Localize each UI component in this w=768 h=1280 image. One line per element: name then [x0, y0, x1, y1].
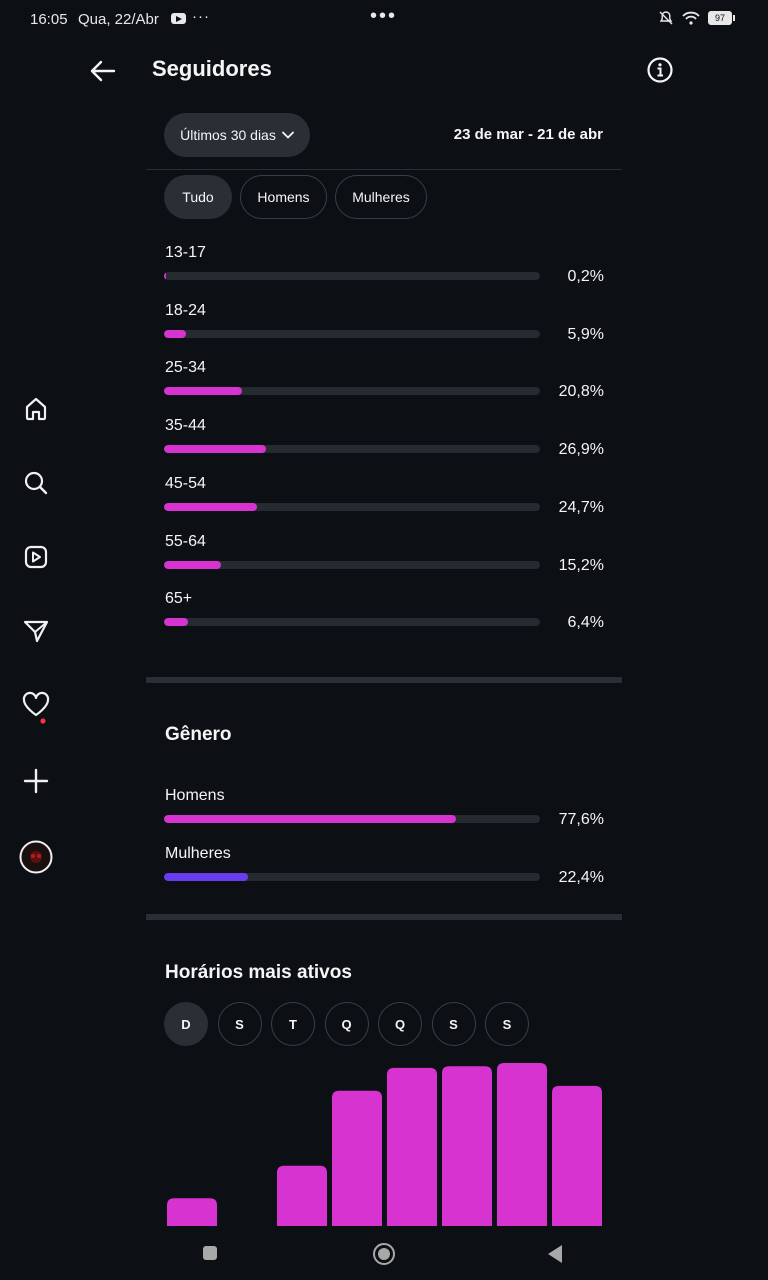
- age-range-bar-track: [164, 387, 540, 396]
- divider: [146, 169, 622, 170]
- system-navigation-bar: [0, 1228, 768, 1280]
- battery-icon: 97: [708, 11, 735, 25]
- age-range-bar-fill: [164, 387, 243, 396]
- section-divider: [146, 914, 622, 920]
- gender-bar-fill: [164, 815, 456, 823]
- tab-homens[interactable]: Homens: [240, 175, 327, 219]
- direct-messages-icon[interactable]: [18, 613, 54, 649]
- active-hours-chart: [167, 1063, 602, 1226]
- gender-bar-track: [164, 873, 540, 881]
- chevron-down-icon: [281, 131, 294, 139]
- status-date: Qua, 22/Abr: [78, 11, 159, 28]
- age-range-bar-fill: [164, 618, 189, 627]
- hour-bar: [277, 1165, 327, 1226]
- search-icon[interactable]: [18, 465, 54, 501]
- age-range-bar-track: [164, 502, 540, 511]
- hour-bar: [442, 1066, 492, 1226]
- gender-bar-fill: [164, 873, 249, 881]
- age-range-label: 55-64: [165, 532, 206, 550]
- youtube-notification-icon: [171, 13, 186, 24]
- age-range-label: 45-54: [165, 474, 206, 492]
- date-range: 23 de mar - 21 de abr: [453, 126, 603, 143]
- status-time: 16:05: [30, 11, 68, 28]
- day-pill[interactable]: T: [271, 1002, 315, 1046]
- active-hours-title: Horários mais ativos: [165, 962, 352, 983]
- hour-bar: [332, 1090, 382, 1226]
- age-range-bar-fill: [164, 445, 266, 454]
- back-triangle-icon[interactable]: [546, 1244, 564, 1264]
- gender-label: Homens: [165, 787, 225, 804]
- age-range-bar-track: [164, 272, 540, 280]
- gender-label: Mulheres: [165, 845, 231, 862]
- reels-icon[interactable]: [18, 539, 54, 575]
- age-range-bar-fill: [164, 272, 166, 280]
- age-range-bar-track: [164, 329, 540, 338]
- notifications-heart-icon[interactable]: [18, 689, 54, 725]
- profile-avatar[interactable]: [18, 839, 54, 875]
- age-range-bar-track: [164, 560, 540, 569]
- more-notifications-indicator: ···: [192, 8, 210, 25]
- age-range-percent: 15,2%: [558, 556, 604, 574]
- info-icon[interactable]: [646, 56, 674, 84]
- age-range-bar-fill: [164, 329, 187, 338]
- section-divider: [146, 677, 622, 683]
- age-range-bar-fill: [164, 560, 222, 569]
- hour-bar: [167, 1198, 217, 1226]
- age-range-percent: 20,8%: [558, 383, 604, 401]
- gender-percent: 22,4%: [558, 869, 604, 886]
- home-circle-icon[interactable]: [372, 1242, 396, 1266]
- page-title: Seguidores: [152, 56, 272, 81]
- age-range-label: 35-44: [165, 417, 206, 435]
- day-pill[interactable]: D: [164, 1002, 208, 1046]
- window-handle[interactable]: •••: [370, 5, 398, 27]
- age-range-label: 18-24: [165, 301, 206, 319]
- age-range-bar-fill: [164, 502, 258, 511]
- day-pill[interactable]: Q: [378, 1002, 422, 1046]
- period-label: Últimos 30 dias: [180, 127, 276, 143]
- mute-notifications-icon: [659, 11, 673, 25]
- tab-mulheres[interactable]: Mulheres: [335, 175, 427, 219]
- day-pill[interactable]: S: [485, 1002, 529, 1046]
- age-range-bar-track: [164, 445, 540, 454]
- create-plus-icon[interactable]: [18, 763, 54, 799]
- hour-bar: [387, 1067, 437, 1226]
- home-icon[interactable]: [18, 391, 54, 427]
- age-range-label: 65+: [165, 590, 193, 608]
- gender-bar-track: [164, 815, 540, 823]
- tab-tudo[interactable]: Tudo: [164, 175, 232, 219]
- back-arrow-icon[interactable]: [86, 56, 120, 86]
- age-range-bar-track: [164, 618, 540, 627]
- day-pill[interactable]: S: [431, 1002, 476, 1046]
- recents-square-icon[interactable]: [202, 1245, 218, 1261]
- wifi-icon: [682, 11, 700, 25]
- age-range-percent: 5,9%: [567, 325, 604, 343]
- status-bar: 16:05 Qua, 22/Abr ··· ••• 97: [0, 0, 768, 38]
- age-range-percent: 0,2%: [567, 268, 604, 285]
- age-range-percent: 6,4%: [567, 614, 604, 632]
- age-range-label: 25-34: [165, 359, 206, 377]
- hour-bar: [552, 1085, 602, 1226]
- gender-percent: 77,6%: [558, 811, 604, 828]
- gender-section-title: Gênero: [165, 724, 232, 745]
- day-pill[interactable]: Q: [324, 1002, 369, 1046]
- hour-bar: [497, 1063, 547, 1226]
- age-range-percent: 24,7%: [558, 498, 604, 516]
- status-icons: 97: [658, 10, 735, 26]
- day-pill[interactable]: S: [217, 1002, 262, 1046]
- age-range-label: 13-17: [165, 244, 206, 261]
- period-dropdown[interactable]: Últimos 30 dias: [164, 113, 310, 157]
- age-range-percent: 26,9%: [558, 441, 604, 459]
